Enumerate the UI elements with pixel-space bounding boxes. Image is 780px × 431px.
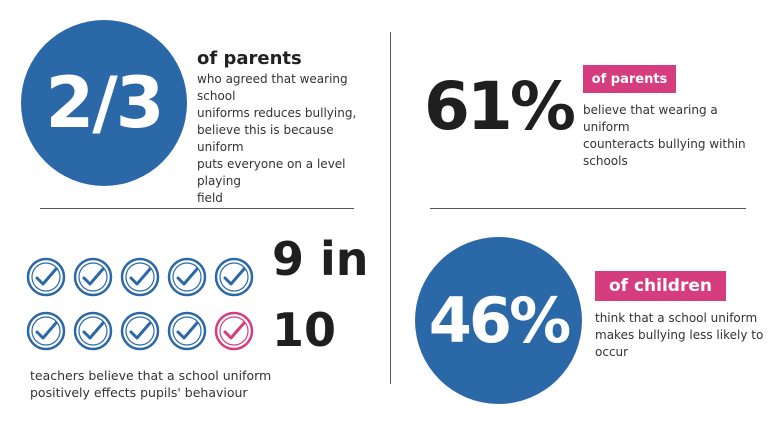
check-icon-blue [26,311,66,351]
check-icon-blue [167,311,207,351]
check-icon-blue [120,311,160,351]
check-icon-blue [73,311,113,351]
horizontal-divider-left [40,208,354,209]
check-icon-blue [214,257,254,297]
block4-label: of children [595,271,726,301]
block1-heading: of parents [197,48,302,69]
vertical-divider [390,32,391,384]
stat-ten: 10 [272,303,337,357]
horizontal-divider-right [430,208,746,209]
stat-forty-six-percent: 46% [428,284,571,357]
block1-body: who agreed that wearing school uniforms … [197,72,357,205]
stat-circle-two-thirds: 2/3 [21,20,187,186]
block4-body: think that a school uniform makes bullyi… [595,311,764,359]
block3-body: teachers believe that a school uniform p… [30,368,272,400]
block2-label: of parents [583,65,676,93]
stat-two-thirds: 2/3 [45,62,165,144]
check-icon-blue [73,257,113,297]
check-icon-blue [167,257,207,297]
check-icon-blue [26,257,66,297]
check-icon-blue [120,257,160,297]
stat-sixty-one-percent: 61% [424,68,576,145]
stat-circle-forty-six: 46% [415,237,582,404]
block2-body: believe that wearing a uniform counterac… [583,103,746,168]
check-icon-pink [214,311,254,351]
stat-nine-in: 9 in [272,232,369,286]
